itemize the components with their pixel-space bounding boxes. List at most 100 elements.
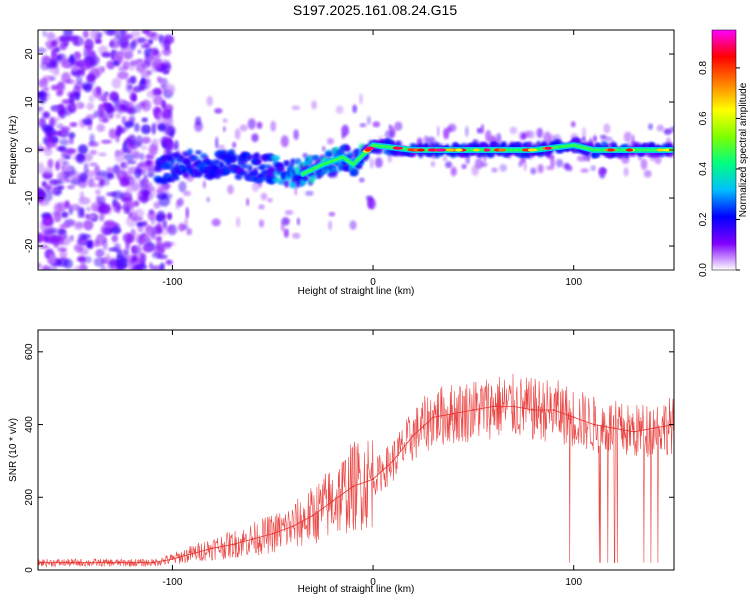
noise-blob [152,58,164,70]
noise-blob [78,178,88,189]
noise-blob [41,265,51,270]
snr-y-axis-title: SNR (10 * v/v) [8,418,19,482]
spectrogram-x-axis: -100 0 100 [162,30,582,288]
noise-blob [146,90,156,98]
noise-blob [151,231,156,240]
noise-blob [156,210,166,223]
noise-blob [56,82,64,91]
noise-blob [149,32,160,41]
noise-blob [53,179,65,186]
noise-blob [84,38,94,51]
halo-blob [445,161,453,169]
halo-blob [222,126,226,132]
ridge-blob [322,166,329,171]
snr-chart: -100 0 100 0 200 400 600 Height of straight l… [8,329,675,595]
halo-blob [581,136,586,142]
ridge-blob [302,176,310,181]
noise-blob [124,200,131,207]
colorbar-ticks: 0.0 0.2 0.4 0.6 0.8 [698,61,740,277]
noise-blob [156,76,162,83]
noise-blob [69,234,74,242]
ridge-blob [195,150,202,155]
ridge-blob [169,157,176,164]
noise-blob [38,162,45,174]
halo-blob [491,167,498,173]
noise-blob [95,39,102,44]
colorbar-label: Normalized spectral amplitude [738,82,749,217]
noise-blob [95,248,105,258]
noise-blob [43,226,54,232]
halo-blob [349,220,357,230]
noise-blob [98,152,107,157]
ridge-hotspot [484,148,491,152]
noise-blob [53,211,62,223]
ridge-blob [276,166,285,173]
halo-blob [570,121,576,128]
ridge-blob [190,155,200,161]
halo-blob [246,198,250,207]
noise-blob [141,235,152,246]
halo-blob [177,197,184,207]
noise-blob [151,138,159,151]
noise-blob [59,223,71,229]
noise-blob [131,254,137,262]
noise-blob [50,235,62,243]
noise-blob [138,101,147,108]
ridge-blob [256,158,262,165]
ridge-blob [576,138,583,145]
spectrogram-y-tick-label: -10 [24,190,35,205]
noise-blob [68,132,76,139]
noise-blob [64,200,70,209]
spectrogram-y-axis-title: Frequency (Hz) [8,116,19,185]
halo-blob [464,125,469,138]
noise-blob [131,245,137,255]
noise-blob [43,91,51,101]
halo-blob [173,139,179,150]
noise-blob [71,65,80,72]
noise-blob [139,152,145,161]
noise-blob [151,122,156,135]
ridge-blob [331,166,337,173]
noise-blob [93,242,104,247]
halo-blob [214,108,223,114]
noise-blob [86,102,95,111]
noise-blob [38,142,42,148]
noise-blob [148,39,154,44]
ridge-blob [284,179,290,188]
noise-blob [129,75,137,85]
noise-blob [124,176,136,186]
noise-blob [150,217,156,226]
noise-blob [64,148,77,155]
noise-blob [42,215,54,227]
ridge-hotspot [662,148,674,152]
noise-blob [124,153,135,162]
halo-blob [509,126,518,135]
halo-blob [536,127,543,139]
noise-blob [51,49,58,58]
snr-x-tick-label: 100 [565,577,582,588]
halo-blob [555,158,564,168]
noise-blob [63,105,72,116]
halo-blob [304,190,314,197]
noise-blob [165,225,174,232]
noise-blob [133,200,140,207]
halo-blob [186,227,193,236]
noise-blob [39,117,46,128]
noise-blob [99,104,109,112]
halo-blob [593,134,597,143]
halo-blob [499,163,507,172]
noise-blob [134,37,142,45]
ridge-blob [310,174,318,180]
halo-blob [335,105,344,114]
noise-blob [42,30,47,37]
ridge-blob [351,167,359,176]
noise-blob [92,86,103,99]
ridge-blob [187,148,193,156]
noise-blob [109,39,115,48]
noise-blob [155,222,163,235]
noise-blob [56,123,64,130]
noise-blob [66,184,75,190]
noise-blob [57,229,66,235]
noise-blob [83,256,92,264]
halo-blob [184,218,189,228]
